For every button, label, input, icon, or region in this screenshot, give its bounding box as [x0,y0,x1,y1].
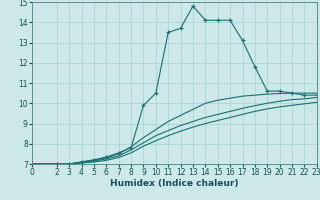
X-axis label: Humidex (Indice chaleur): Humidex (Indice chaleur) [110,179,239,188]
